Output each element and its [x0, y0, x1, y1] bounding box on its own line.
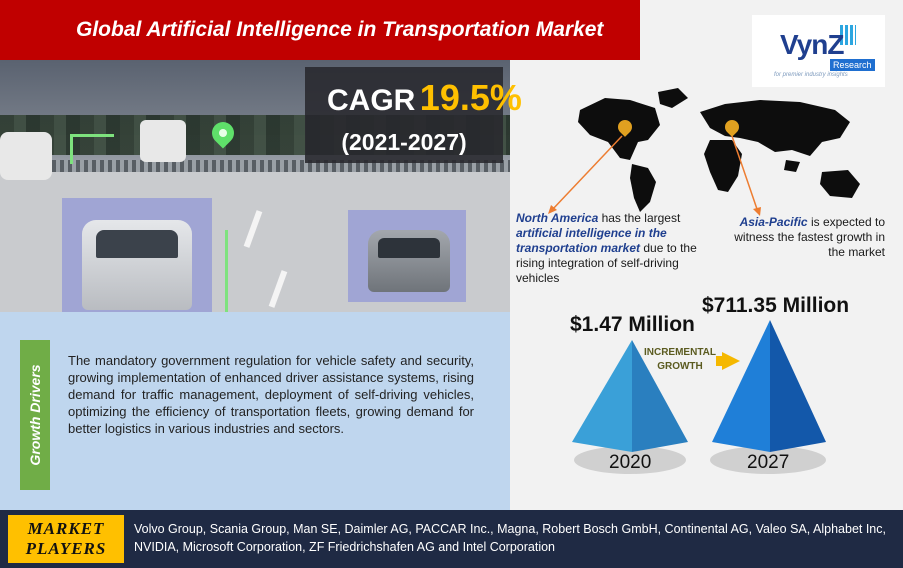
growth-drivers-tab: Growth Drivers — [20, 340, 50, 490]
incremental-label-line: GROWTH — [657, 361, 703, 372]
logo-tagline: for premier industry insights — [774, 72, 848, 78]
region-text: due to the rising integration of self-dr… — [516, 241, 697, 285]
market-players-badge: MARKET PLAYERS — [8, 515, 124, 563]
pyramid-base-2020 — [574, 446, 686, 474]
pyramid-base-2027 — [710, 446, 826, 474]
growth-drivers-label: Growth Drivers — [27, 364, 43, 466]
pyramid-2027-right — [770, 320, 826, 452]
logo-tag: Research — [830, 59, 875, 71]
region-text: is expected to witness the fastest growt… — [734, 215, 885, 259]
year-2020-label: 2020 — [609, 452, 652, 473]
company-logo: VynZ Research for premier industry insig… — [752, 15, 885, 87]
arrow-right-icon — [722, 352, 740, 370]
page-title: Global Artificial Intelligence in Transp… — [76, 18, 604, 41]
market-players-label-line: PLAYERS — [25, 539, 107, 558]
market-value-2020: $1.47 Million — [570, 313, 695, 336]
incremental-label-line: INCREMENTAL — [643, 347, 717, 358]
north-america-note: North America has the largest artificial… — [516, 211, 716, 286]
car-icon — [0, 132, 52, 180]
market-size-pyramids — [572, 320, 826, 474]
market-players-footer: MARKET PLAYERS Volvo Group, Scania Group… — [0, 510, 903, 568]
market-players-list: Volvo Group, Scania Group, Man SE, Daiml… — [134, 522, 886, 554]
asia-pacific-note: Asia-Pacific is expected to witness the … — [725, 215, 885, 260]
region-name: North America — [516, 211, 599, 225]
pyramid-2020-right — [632, 340, 688, 452]
title-banner: Global Artificial Intelligence in Transp… — [0, 0, 640, 60]
logo-bars-icon — [840, 25, 856, 45]
market-players-label-line: MARKET — [27, 519, 105, 538]
market-players-label: MARKET PLAYERS — [8, 519, 124, 559]
pyramid-2020-left — [572, 340, 632, 452]
pyramid-2027-left — [712, 320, 770, 452]
region-highlight: artificial intelligence in the transport… — [516, 226, 667, 255]
detection-corner — [70, 134, 114, 164]
region-text: has the largest — [598, 211, 681, 225]
growth-drivers-text: The mandatory government regulation for … — [68, 353, 474, 436]
world-map-icon — [578, 88, 860, 212]
growth-drivers-panel: Growth Drivers The mandatory government … — [0, 312, 510, 510]
cagr-value: 19.5% — [419, 77, 522, 118]
cagr-label: CAGR — [327, 84, 416, 117]
detection-corner — [210, 230, 228, 312]
car-icon — [368, 230, 450, 292]
incremental-arrow-stem — [716, 356, 724, 366]
incremental-growth-label: INCREMENTAL GROWTH — [640, 346, 720, 374]
car-icon — [82, 220, 192, 310]
logo-name: VynZ — [780, 29, 844, 60]
year-2027-label: 2027 — [747, 452, 790, 473]
region-name: Asia-Pacific — [739, 215, 808, 229]
car-icon — [140, 120, 186, 162]
cagr-period: (2021-2027) — [341, 129, 467, 155]
market-value-2027: $711.35 Million — [702, 294, 850, 317]
cagr-line: CAGR 19.5% — [327, 77, 522, 119]
cagr-box: CAGR 19.5% (2021-2027) — [305, 67, 522, 163]
photo-guardrail — [0, 160, 510, 172]
